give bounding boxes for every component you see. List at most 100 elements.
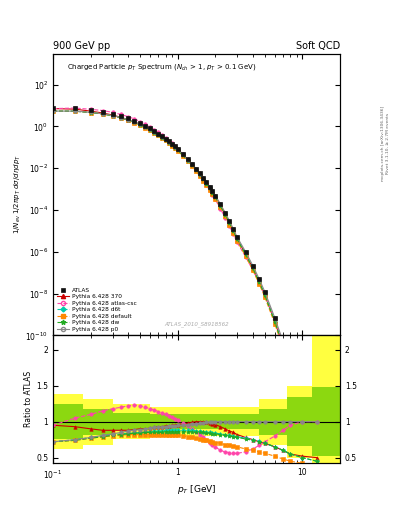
Pythia 6.428 p0: [100, 111, 105, 117]
Pythia 6.428 default: [272, 321, 277, 327]
Pythia 6.428 d6t: [152, 129, 157, 135]
Pythia 6.428 dw: [210, 190, 215, 196]
Pythia 6.428 dw: [263, 292, 267, 298]
Pythia 6.428 atlas-csc: [281, 340, 285, 346]
Pythia 6.428 p0: [51, 108, 55, 114]
Pythia 6.428 default: [152, 130, 157, 136]
Pythia 6.428 default: [143, 125, 148, 131]
Pythia 6.428 dw: [223, 211, 228, 218]
Pythia 6.428 p0: [272, 315, 277, 321]
ATLAS: [300, 389, 305, 395]
Pythia 6.428 default: [263, 294, 267, 300]
ATLAS: [185, 156, 190, 162]
Pythia 6.428 p0: [227, 218, 232, 224]
Pythia 6.428 default: [173, 145, 177, 151]
Pythia 6.428 dw: [257, 279, 261, 285]
ATLAS: [100, 109, 105, 115]
Pythia 6.428 p0: [288, 361, 293, 368]
Pythia 6.428 dw: [100, 111, 105, 117]
Pythia 6.428 d6t: [185, 157, 190, 163]
Pythia 6.428 d6t: [204, 181, 209, 187]
Pythia 6.428 dw: [231, 228, 236, 234]
Line: Pythia 6.428 p0: Pythia 6.428 p0: [51, 110, 318, 435]
Text: Soft QCD: Soft QCD: [296, 41, 340, 51]
Pythia 6.428 atlas-csc: [51, 105, 55, 112]
ATLAS: [88, 107, 93, 113]
Pythia 6.428 d6t: [51, 108, 55, 114]
Pythia 6.428 default: [175, 147, 180, 154]
Pythia 6.428 370: [51, 105, 55, 112]
Pythia 6.428 atlas-csc: [204, 182, 209, 188]
Pythia 6.428 atlas-csc: [138, 118, 143, 124]
Text: mcplots.cern.ch [arXiv:1306.3436]: mcplots.cern.ch [arXiv:1306.3436]: [381, 106, 385, 181]
Pythia 6.428 d6t: [126, 117, 130, 123]
Pythia 6.428 370: [213, 193, 218, 199]
Pythia 6.428 default: [235, 238, 240, 244]
Pythia 6.428 atlas-csc: [88, 106, 93, 112]
Pythia 6.428 dw: [185, 158, 190, 164]
Y-axis label: Ratio to ATLAS: Ratio to ATLAS: [24, 371, 33, 428]
Pythia 6.428 atlas-csc: [185, 157, 190, 163]
Pythia 6.428 d6t: [132, 119, 137, 125]
ATLAS: [73, 105, 77, 112]
Pythia 6.428 atlas-csc: [201, 177, 206, 183]
Pythia 6.428 p0: [213, 193, 218, 199]
Text: Rivet 3.1.10, ≥ 2.7M events: Rivet 3.1.10, ≥ 2.7M events: [386, 113, 390, 174]
Pythia 6.428 d6t: [235, 236, 240, 242]
Pythia 6.428 d6t: [243, 251, 248, 257]
Pythia 6.428 default: [213, 196, 218, 202]
Pythia 6.428 p0: [235, 234, 240, 240]
Pythia 6.428 default: [210, 191, 215, 197]
Pythia 6.428 default: [156, 133, 161, 139]
Pythia 6.428 p0: [138, 121, 143, 127]
Pythia 6.428 370: [148, 126, 152, 133]
Pythia 6.428 atlas-csc: [163, 135, 168, 141]
Pythia 6.428 dw: [167, 140, 171, 146]
Pythia 6.428 p0: [167, 139, 171, 145]
Pythia 6.428 atlas-csc: [110, 109, 115, 115]
Pythia 6.428 default: [167, 140, 171, 146]
ATLAS: [281, 338, 285, 345]
Pythia 6.428 d6t: [281, 343, 285, 349]
Pythia 6.428 dw: [180, 152, 185, 158]
Pythia 6.428 default: [132, 120, 137, 126]
Pythia 6.428 dw: [194, 167, 198, 173]
Line: ATLAS: ATLAS: [51, 106, 319, 436]
Pythia 6.428 370: [281, 343, 285, 349]
Pythia 6.428 p0: [73, 108, 77, 114]
Pythia 6.428 d6t: [170, 142, 174, 148]
Pythia 6.428 dw: [288, 367, 293, 373]
Pythia 6.428 370: [175, 146, 180, 152]
Pythia 6.428 d6t: [189, 162, 194, 168]
Pythia 6.428 d6t: [207, 185, 212, 191]
Pythia 6.428 atlas-csc: [170, 140, 174, 146]
Pythia 6.428 d6t: [272, 318, 277, 325]
ATLAS: [180, 151, 185, 157]
Pythia 6.428 default: [218, 204, 223, 210]
Pythia 6.428 default: [180, 153, 185, 159]
ATLAS: [194, 166, 198, 172]
ATLAS: [173, 143, 177, 150]
Pythia 6.428 d6t: [148, 127, 152, 133]
ATLAS: [223, 209, 228, 216]
Pythia 6.428 dw: [170, 142, 174, 148]
Pythia 6.428 p0: [132, 119, 137, 125]
Pythia 6.428 atlas-csc: [167, 138, 171, 144]
Pythia 6.428 default: [73, 108, 77, 114]
Pythia 6.428 p0: [210, 188, 215, 195]
Pythia 6.428 atlas-csc: [250, 267, 255, 273]
Pythia 6.428 p0: [110, 113, 115, 119]
Pythia 6.428 370: [243, 251, 248, 257]
Pythia 6.428 default: [207, 187, 212, 193]
Pythia 6.428 d6t: [110, 113, 115, 119]
Pythia 6.428 atlas-csc: [231, 231, 236, 238]
Pythia 6.428 dw: [110, 113, 115, 119]
ATLAS: [314, 431, 319, 437]
Pythia 6.428 370: [235, 236, 240, 242]
Pythia 6.428 dw: [243, 251, 248, 258]
Pythia 6.428 dw: [88, 110, 93, 116]
Pythia 6.428 370: [218, 202, 223, 208]
Pythia 6.428 atlas-csc: [156, 130, 161, 136]
Pythia 6.428 default: [194, 168, 198, 174]
Pythia 6.428 d6t: [194, 167, 198, 173]
